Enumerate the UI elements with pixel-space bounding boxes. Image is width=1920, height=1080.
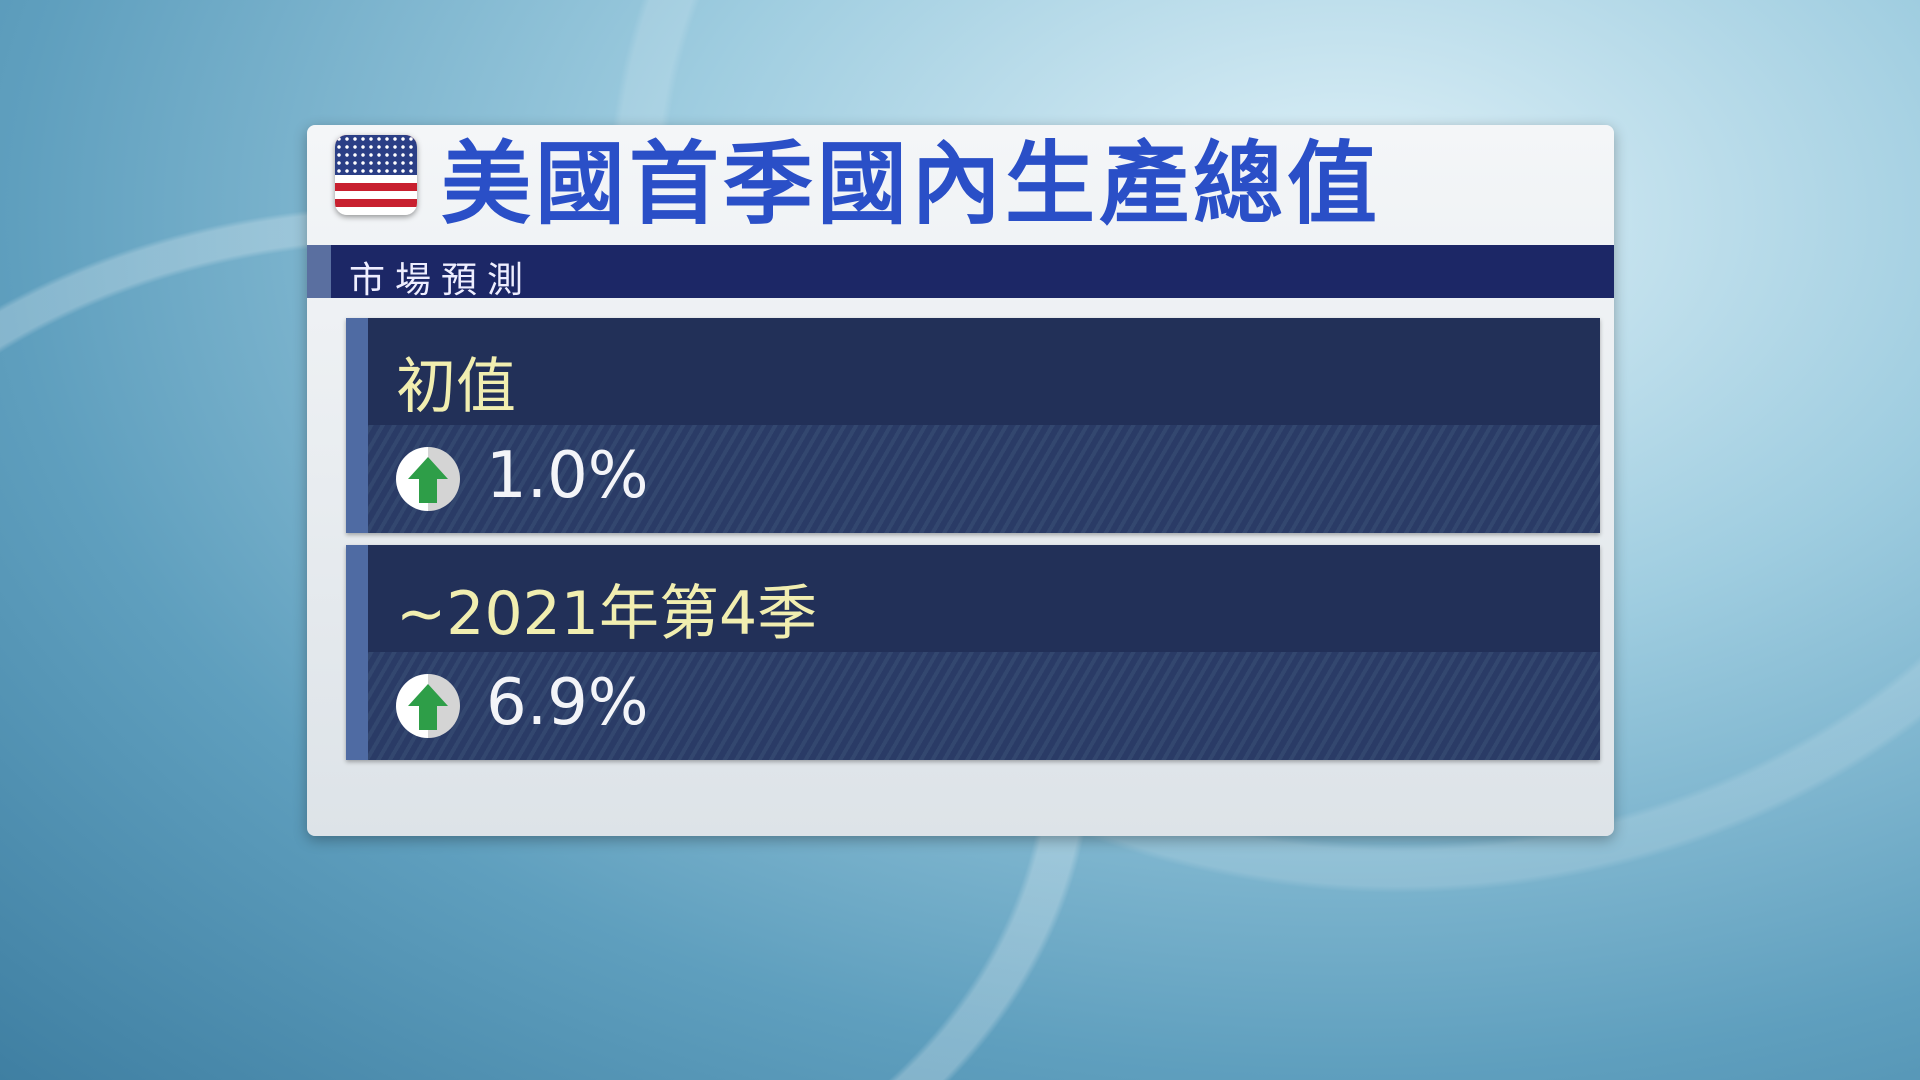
value-area: 6.9% [368, 652, 1600, 760]
row-value: 1.0% [486, 439, 649, 513]
data-row-initial: 初值 1.0% [346, 318, 1600, 533]
subtitle: 市場預測 [349, 260, 534, 301]
title-area: 美國首季國內生產總值 [307, 125, 1614, 245]
up-arrow-icon [396, 674, 460, 738]
row-label: ~2021年第4季 [396, 579, 818, 649]
gdp-info-panel: 美國首季國內生產總值 市場預測 初值 1.0% ~2021年第4季 6.9% [307, 125, 1614, 836]
row-value: 6.9% [486, 666, 649, 740]
subtitle-bar: 市場預測 [307, 245, 1614, 301]
up-arrow-icon [396, 447, 460, 511]
value-area: 1.0% [368, 425, 1600, 533]
page-title: 美國首季國內生產總值 [441, 132, 1381, 237]
data-row-previous: ~2021年第4季 6.9% [346, 545, 1600, 760]
us-flag-icon [335, 135, 417, 215]
row-label: 初值 [396, 352, 516, 422]
